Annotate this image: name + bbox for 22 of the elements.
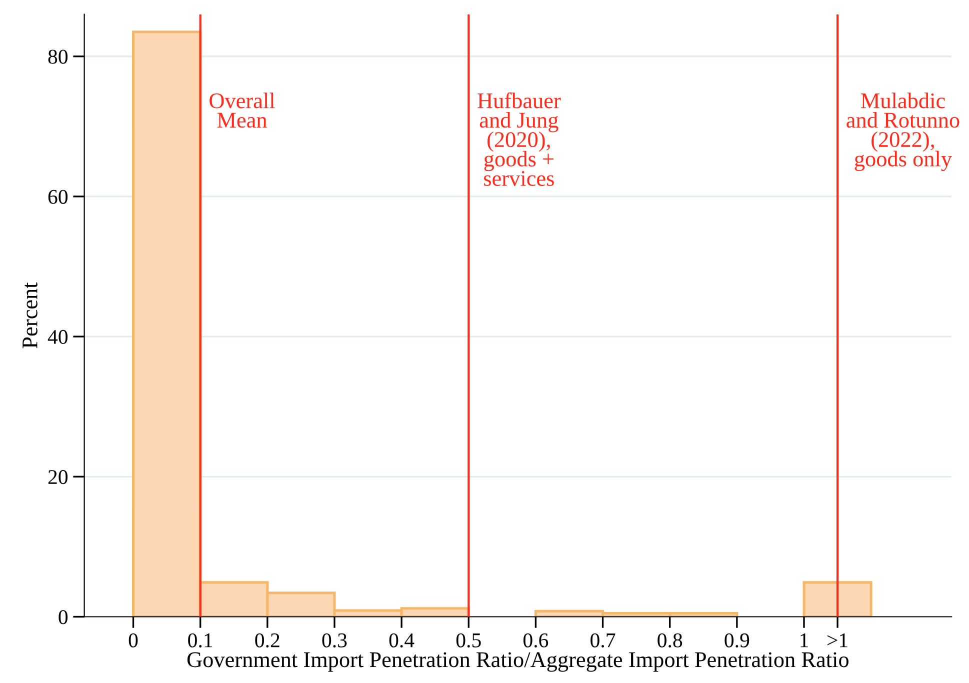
x-tick-label: 0	[128, 633, 138, 648]
x-tick-label: 0.6	[523, 633, 548, 648]
y-tick-label: 60	[48, 190, 68, 204]
x-tick-label: 0.5	[456, 633, 481, 648]
ref-line-label: Mulabdic and Rotunno (2022), goods only	[846, 92, 960, 172]
x-tick-label: 0.4	[389, 633, 414, 648]
x-tick-label: 0.2	[255, 633, 280, 648]
y-tick-label: 20	[48, 470, 68, 484]
x-tick-label: 0.1	[188, 633, 212, 648]
y-axis-title: Percent	[22, 282, 38, 348]
x-tick-label: >1	[828, 633, 848, 648]
x-tick-label: 0.3	[322, 633, 347, 648]
y-tick-label: 40	[48, 330, 68, 344]
y-tick-label: 0	[58, 610, 68, 624]
x-tick-label: 0.7	[590, 633, 616, 648]
ref-line-label: Hufbauer and Jung (2020), goods + services	[478, 92, 561, 186]
x-tick-label: 0.9	[724, 633, 750, 648]
x-tick-label: 0.8	[658, 633, 682, 648]
x-axis-title: Government Import Penetration Ratio/Aggregate Import Penetration Ratio	[187, 652, 848, 672]
y-tick-label: 80	[48, 50, 68, 64]
ref-line-label: Overall Mean	[210, 92, 275, 128]
x-tick-label: 1	[800, 633, 808, 648]
